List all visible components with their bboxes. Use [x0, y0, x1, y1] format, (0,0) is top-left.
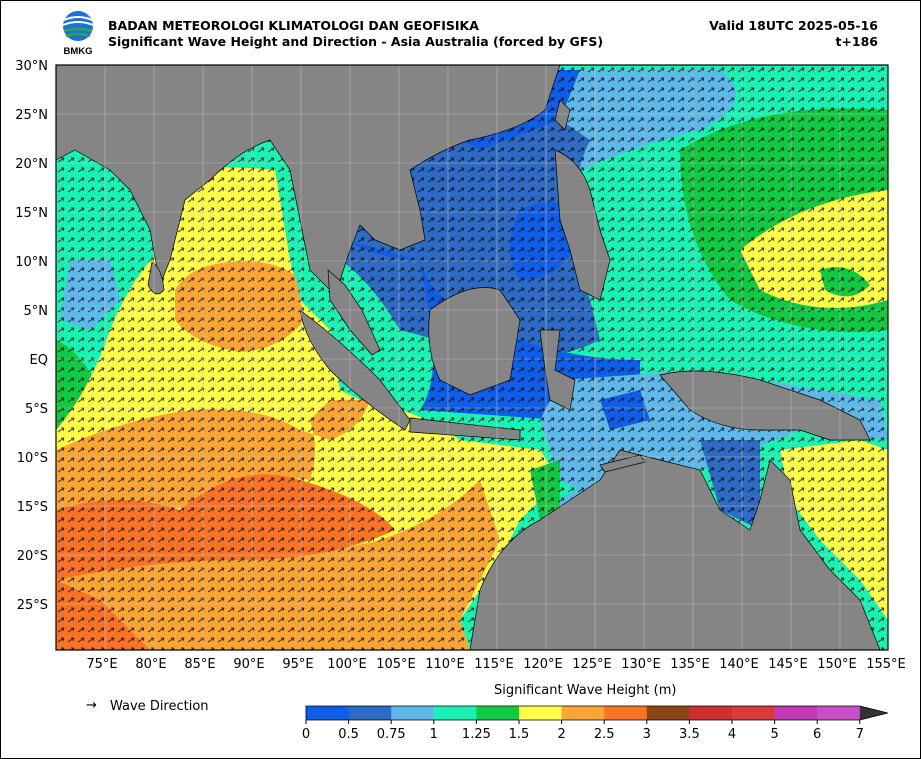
header-left: BADAN METEOROLOGI KLIMATOLOGI DAN GEOFIS…: [108, 18, 603, 50]
colorbar-tick-label: 0: [302, 727, 310, 742]
svg-text:BMKG: BMKG: [63, 46, 92, 56]
colorbar-tick-label: 2.5: [594, 727, 615, 742]
colorbar-tick-label: 1.5: [509, 727, 530, 742]
map-border: [55, 64, 889, 651]
latitude-labels: 30°N 25°N 20°N 15°N 10°N 5°N EQ 5°S 10°S 15°S 20°S…: [15, 59, 48, 613]
lat-label: EQ: [30, 353, 48, 368]
lon-label: 90°E: [233, 657, 264, 672]
colorbar-segment: [348, 706, 392, 720]
lon-label: 85°E: [184, 657, 215, 672]
agency-title: BADAN METEOROLOGI KLIMATOLOGI DAN GEOFIS…: [108, 18, 479, 33]
colorbar-segment: [519, 706, 563, 720]
colorbar-tick-label: 0.5: [338, 727, 359, 742]
lat-label: 15°N: [15, 206, 48, 221]
colorbar-segment: [689, 706, 733, 720]
colorbar-segment: [646, 706, 690, 720]
colorbar: 0 0.5 0.75 1 1.25 1.5 2 2.5 3 3.5 4 5 6 7: [302, 705, 888, 742]
product-title: Significant Wave Height and Direction - …: [108, 34, 604, 49]
colorbar-extend-arrow: [859, 706, 888, 720]
colorbar-tick-label: 3: [643, 727, 651, 742]
lon-label: 120°E: [523, 657, 563, 672]
colorbar-segment: [817, 706, 861, 720]
longitude-labels: 75°E 80°E 85°E 90°E 95°E 100°E 105°E 110°E 115°E…: [86, 657, 905, 672]
colorbar-tick-label: 5: [770, 727, 778, 742]
colorbar-segment: [774, 706, 818, 720]
lat-label: 20°S: [17, 549, 48, 564]
lon-label: 80°E: [135, 657, 166, 672]
lon-label: 100°E: [327, 657, 367, 672]
lat-label: 15°S: [17, 500, 48, 515]
lat-label: 5°S: [25, 402, 48, 417]
colorbar-tick-label: 3.5: [679, 727, 700, 742]
lead-time: t+186: [835, 34, 878, 49]
colorbar-tick-label: 1: [430, 727, 438, 742]
lat-label: 25°N: [15, 108, 48, 123]
colorbar-tick-label: 4: [728, 727, 736, 742]
colorbar-segment: [732, 706, 776, 720]
colorbar-segment: [561, 706, 605, 720]
lon-label: 75°E: [86, 657, 117, 672]
lat-label: 10°S: [17, 451, 48, 466]
colorbar-tick-label: 6: [813, 727, 821, 742]
bmkg-logo: BMKG: [58, 10, 98, 57]
colorbar-title: Significant Wave Height (m): [494, 683, 677, 698]
colorbar-tick-label: 2: [557, 727, 565, 742]
colorbar-segment: [391, 706, 435, 720]
colorbar-segment: [604, 706, 648, 720]
lon-label: 115°E: [474, 657, 514, 672]
lon-label: 135°E: [670, 657, 710, 672]
lat-label: 25°S: [17, 598, 48, 613]
colorbar-segment: [476, 706, 520, 720]
map-area: [56, 65, 888, 650]
colorbar-segment: [306, 706, 350, 720]
lon-label: 110°E: [425, 657, 465, 672]
lon-label: 95°E: [282, 657, 313, 672]
colorbar-tick-label: 1.25: [462, 727, 491, 742]
header-right: Valid 18UTC 2025-05-16 t+186: [709, 18, 878, 50]
lat-label: 20°N: [15, 157, 48, 172]
land-mass: [56, 65, 881, 650]
lat-label: 10°N: [15, 255, 48, 270]
lon-label: 105°E: [376, 657, 416, 672]
lon-label: 150°E: [817, 657, 857, 672]
lon-label: 155°E: [866, 657, 906, 672]
lon-label: 140°E: [719, 657, 759, 672]
colorbar-tick-label: 0.75: [377, 727, 406, 742]
wave-direction-legend-icon: →: [86, 698, 97, 713]
lat-label: 30°N: [15, 59, 48, 74]
lon-label: 145°E: [768, 657, 808, 672]
valid-time: Valid 18UTC 2025-05-16: [709, 18, 878, 33]
colorbar-segment: [433, 706, 477, 720]
graticule: [56, 65, 888, 650]
lat-label: 5°N: [24, 304, 49, 319]
lon-label: 125°E: [572, 657, 612, 672]
lon-label: 130°E: [621, 657, 661, 672]
colorbar-tick-label: 7: [856, 727, 864, 742]
wave-direction-legend-label: Wave Direction: [110, 699, 209, 714]
